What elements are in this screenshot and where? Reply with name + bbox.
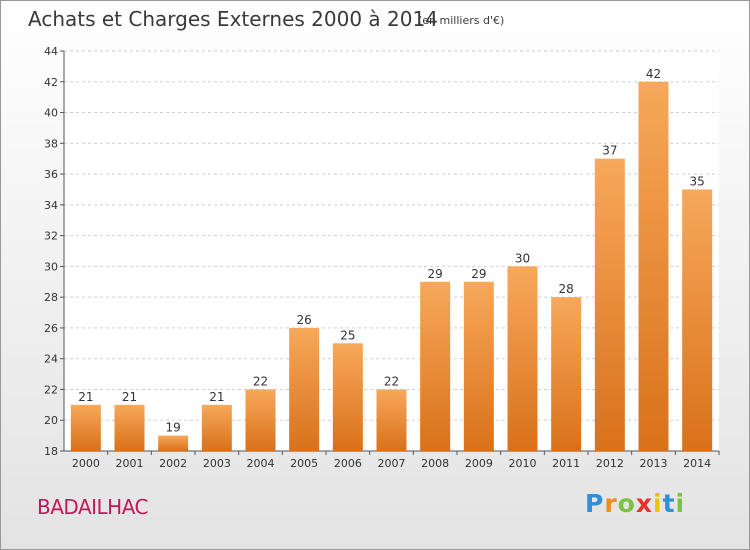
bar-2010 <box>507 266 538 451</box>
y-tick-label: 20 <box>44 414 58 427</box>
y-tick-label: 42 <box>44 76 58 89</box>
bar-2009 <box>463 281 494 451</box>
y-tick-label: 44 <box>44 45 58 58</box>
logo-letter: x <box>635 489 653 518</box>
x-tick-label-2000: 2000 <box>72 457 100 470</box>
data-label-2010: 30 <box>515 251 530 265</box>
x-tick-label-2009: 2009 <box>465 457 493 470</box>
bar-2005 <box>289 327 320 451</box>
x-tick-label-2008: 2008 <box>421 457 449 470</box>
data-label-2014: 35 <box>690 174 705 188</box>
y-tick-label: 30 <box>44 260 58 273</box>
x-tick-label-2010: 2010 <box>509 457 537 470</box>
bar-2006 <box>332 343 363 451</box>
logo-letter: i <box>675 489 686 518</box>
bar-2002 <box>158 435 189 451</box>
y-tick-label: 36 <box>44 168 58 181</box>
x-tick-label-2003: 2003 <box>203 457 231 470</box>
bar-2011 <box>551 297 582 451</box>
y-tick-label: 32 <box>44 230 58 243</box>
x-tick-label-2013: 2013 <box>640 457 668 470</box>
proxiti-logo: Proxiti <box>585 489 685 518</box>
x-tick-label-2001: 2001 <box>116 457 144 470</box>
data-label-2005: 26 <box>297 313 312 327</box>
data-label-2012: 37 <box>602 144 617 158</box>
y-tick-label: 28 <box>44 291 58 304</box>
logo-letter: t <box>662 489 676 518</box>
bar-2014 <box>682 189 713 451</box>
data-label-2013: 42 <box>646 67 661 81</box>
y-tick-label: 34 <box>44 199 58 212</box>
bar-2013 <box>638 81 669 452</box>
y-tick-label: 26 <box>44 322 58 335</box>
bar-2004 <box>245 389 276 451</box>
bar-2008 <box>420 281 451 451</box>
y-tick-label: 40 <box>44 107 58 120</box>
data-label-2003: 21 <box>209 390 224 404</box>
data-label-2007: 22 <box>384 374 399 388</box>
x-tick-label-2004: 2004 <box>247 457 275 470</box>
data-label-2009: 29 <box>471 267 486 281</box>
bar-2003 <box>201 404 232 451</box>
data-label-2011: 28 <box>559 282 574 296</box>
data-label-2004: 22 <box>253 374 268 388</box>
x-tick-label-2002: 2002 <box>159 457 187 470</box>
commune-name: BADAILHAC <box>37 495 149 519</box>
logo-letter: r <box>604 489 618 518</box>
y-tick-label: 38 <box>44 137 58 150</box>
chart-title: Achats et Charges Externes 2000 à 2014 <box>28 7 438 31</box>
logo-letter: P <box>585 489 605 518</box>
x-tick-label-2005: 2005 <box>290 457 318 470</box>
logo-letter: i <box>653 489 663 518</box>
x-tick-label-2014: 2014 <box>683 457 711 470</box>
data-label-2000: 21 <box>78 390 93 404</box>
bar-2000 <box>70 404 101 451</box>
x-tick-label-2006: 2006 <box>334 457 362 470</box>
bar-2012 <box>594 158 625 451</box>
data-label-2001: 21 <box>122 390 137 404</box>
data-label-2008: 29 <box>428 267 443 281</box>
data-label-2006: 25 <box>340 328 355 342</box>
y-tick-label: 24 <box>44 353 58 366</box>
x-tick-label-2012: 2012 <box>596 457 624 470</box>
bar-2001 <box>114 404 145 451</box>
logo-letter: o <box>617 489 636 518</box>
chart-subtitle: (en milliers d'€) <box>418 14 505 27</box>
x-tick-label-2011: 2011 <box>552 457 580 470</box>
data-label-2002: 19 <box>166 421 181 435</box>
y-tick-label: 18 <box>44 445 58 458</box>
x-tick-label-2007: 2007 <box>378 457 406 470</box>
y-tick-label: 22 <box>44 383 58 396</box>
bar-2007 <box>376 389 407 451</box>
